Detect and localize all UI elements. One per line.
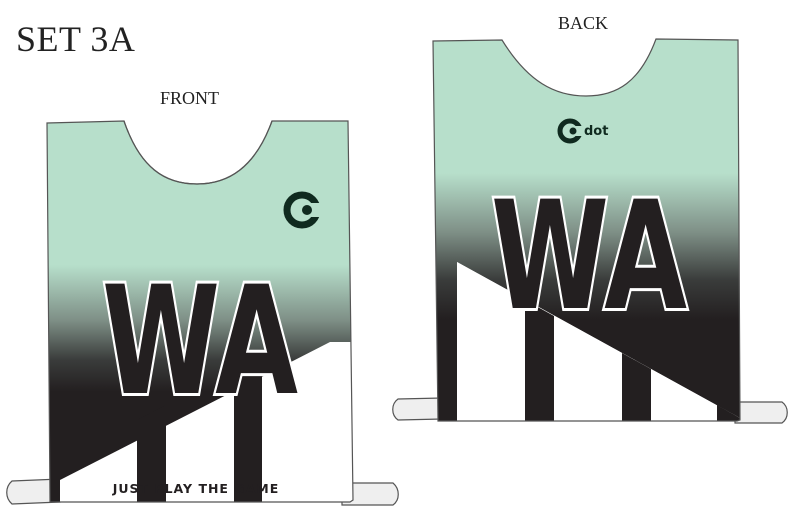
front-right-strap [341,482,399,506]
back-right-strap [734,401,788,424]
back-logo-text: dot [584,124,608,139]
back-logo-icon [557,118,583,144]
back-label: BACK [558,13,609,33]
front-tagline: JUST PLAY THE GAME [112,481,279,496]
set-title: SET 3A [16,19,136,59]
back-left-strap [392,397,443,421]
back-bib: dot WA [392,38,788,424]
back-position-text: WA [491,170,687,344]
front-position-text: WA [102,255,298,429]
front-bib: WA JUST PLAY THE GAME [6,120,399,506]
front-label: FRONT [160,88,220,108]
front-logo-icon [283,191,321,229]
